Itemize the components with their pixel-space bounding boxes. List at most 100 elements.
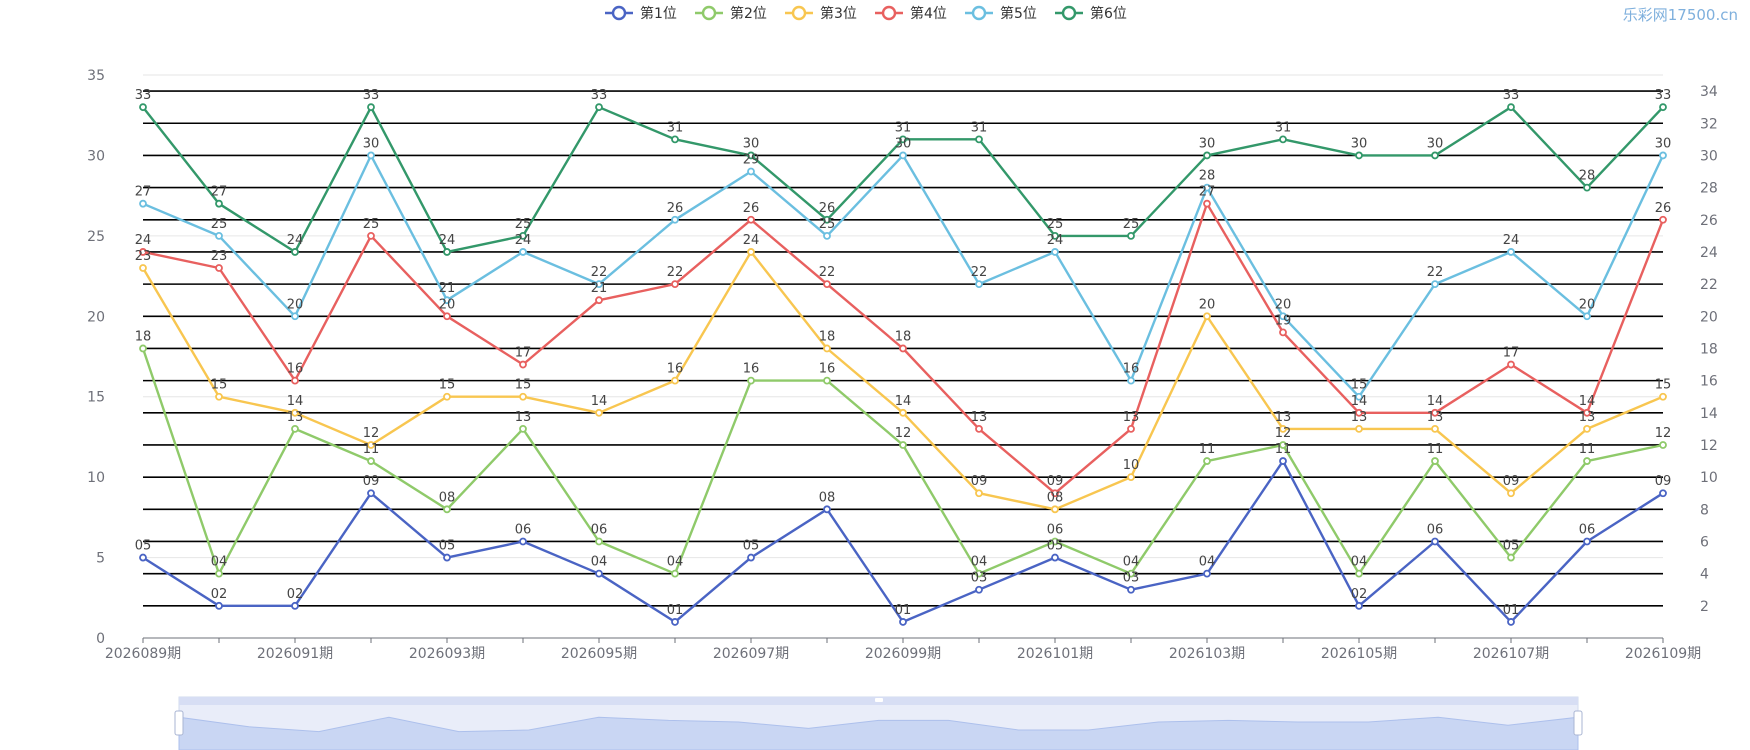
legend-label: 第5位 <box>1000 5 1037 22</box>
data-point <box>139 199 147 208</box>
data-label: 14 <box>895 394 912 409</box>
data-zoom-slider[interactable] <box>174 696 1583 750</box>
data-point <box>519 424 527 433</box>
data-point <box>747 553 755 562</box>
data-label: 10 <box>1123 458 1140 473</box>
data-point <box>139 248 147 256</box>
data-point <box>899 441 907 449</box>
data-label: 30 <box>1351 136 1368 151</box>
data-label: 24 <box>287 233 304 248</box>
y-right-tick-label: 18 <box>1700 341 1718 357</box>
data-label: 05 <box>135 539 152 554</box>
data-label: 05 <box>743 539 760 554</box>
data-point <box>899 135 907 144</box>
zoom-handle-left[interactable] <box>174 710 184 736</box>
data-label: 08 <box>1047 490 1064 505</box>
data-point <box>1583 183 1591 192</box>
data-point <box>1051 505 1059 514</box>
x-tick-label: 2026103期 <box>1169 646 1245 662</box>
data-point <box>899 344 907 353</box>
legend-marker <box>881 5 897 21</box>
data-point <box>1203 569 1211 578</box>
legend-item[interactable]: 第3位 <box>785 5 857 22</box>
legend-item[interactable]: 第4位 <box>875 5 947 22</box>
y-right-tick-label: 12 <box>1700 438 1718 454</box>
axes: 0510152025303524681012141618202224262830… <box>87 68 1718 662</box>
legend-label: 第3位 <box>820 5 857 22</box>
legend-marker <box>611 5 627 21</box>
data-point <box>1127 585 1135 594</box>
data-point <box>1583 312 1591 321</box>
data-point <box>367 151 375 160</box>
data-label: 14 <box>1427 394 1444 409</box>
y-tick-label: 25 <box>87 229 105 245</box>
y-tick-label: 35 <box>87 68 105 84</box>
data-point <box>1355 151 1363 160</box>
x-tick-label: 2026097期 <box>713 646 789 662</box>
legend-item[interactable]: 第6位 <box>1055 5 1127 22</box>
data-label: 25 <box>363 217 380 232</box>
data-point <box>1355 424 1363 433</box>
data-point <box>1051 248 1059 256</box>
data-label: 06 <box>1047 522 1064 537</box>
data-label: 33 <box>591 88 608 103</box>
data-point <box>1659 215 1667 224</box>
data-label: 15 <box>1351 378 1368 393</box>
legend-item[interactable]: 第2位 <box>695 5 767 22</box>
data-label: 04 <box>1351 555 1368 570</box>
series-lines <box>139 103 1667 626</box>
data-label: 09 <box>971 474 988 489</box>
data-point <box>899 408 907 417</box>
data-label: 22 <box>1427 265 1444 280</box>
data-label: 30 <box>1427 136 1444 151</box>
y-right-tick-label: 22 <box>1700 277 1718 293</box>
zoom-handle-right[interactable] <box>1573 710 1583 736</box>
zoom-preview-area <box>178 716 1579 750</box>
legend-marker <box>791 5 807 21</box>
y-right-tick-label: 30 <box>1700 148 1718 164</box>
data-point <box>1431 408 1439 417</box>
data-label: 15 <box>211 378 228 393</box>
data-point <box>747 376 755 385</box>
legend[interactable]: 第1位 第2位 第3位 第4位 第5位 第6位 <box>605 5 1127 22</box>
data-point <box>1203 151 1211 160</box>
data-label: 09 <box>1047 474 1064 489</box>
data-point <box>519 231 527 240</box>
data-point <box>1279 457 1287 465</box>
x-tick-label: 2026109期 <box>1625 646 1701 662</box>
legend-item[interactable]: 第1位 <box>605 5 677 22</box>
data-point <box>671 135 679 144</box>
data-label: 06 <box>515 522 532 537</box>
zoom-drag-grip[interactable] <box>875 698 883 702</box>
legend-item[interactable]: 第5位 <box>965 5 1037 22</box>
data-point <box>747 151 755 160</box>
y-right-tick-label: 2 <box>1700 599 1709 615</box>
x-tick-label: 2026089期 <box>105 646 181 662</box>
data-label: 14 <box>1579 394 1596 409</box>
data-point <box>975 569 983 578</box>
data-label: 01 <box>667 603 684 618</box>
data-label: 17 <box>515 346 532 361</box>
data-label: 02 <box>1351 587 1368 602</box>
data-label: 11 <box>363 442 380 457</box>
data-label: 31 <box>667 120 684 135</box>
data-label: 26 <box>819 201 836 216</box>
data-label: 06 <box>1427 522 1444 537</box>
data-point <box>1431 537 1439 546</box>
data-label: 04 <box>591 555 608 570</box>
data-label: 19 <box>1275 313 1292 328</box>
data-point <box>899 618 907 626</box>
legend-label: 第1位 <box>640 5 677 22</box>
data-point <box>1583 424 1591 433</box>
data-point <box>899 151 907 160</box>
data-label: 20 <box>1579 297 1596 312</box>
data-point <box>823 376 831 385</box>
data-label: 14 <box>287 394 304 409</box>
data-point <box>291 248 299 256</box>
data-label: 13 <box>971 410 988 425</box>
data-point <box>1507 618 1515 626</box>
data-point <box>443 248 451 256</box>
data-point <box>215 231 223 240</box>
data-label: 01 <box>1503 603 1520 618</box>
data-point <box>367 441 375 449</box>
